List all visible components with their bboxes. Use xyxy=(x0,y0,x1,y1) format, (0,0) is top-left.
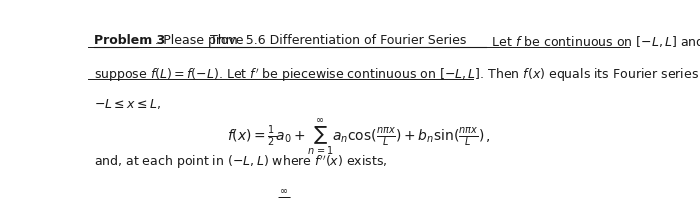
Text: $f'(x) = \sum_{n=1}^{\infty} \frac{n\pi}{L}\left(-a_n \sin(\frac{n\pi x}{L}) + b: $f'(x) = \sum_{n=1}^{\infty} \frac{n\pi}… xyxy=(226,188,491,198)
Text: and, at each point in $(-L, L)$ where $f''(x)$ exists,: and, at each point in $(-L, L)$ where $f… xyxy=(94,153,387,171)
Text: $-L \leq x \leq L,$: $-L \leq x \leq L,$ xyxy=(94,97,161,111)
Text: Problem 3: Problem 3 xyxy=(94,34,165,48)
Text: suppose $f(L) = f(-L)$. Let $f'$ be piecewise continuous on $[-L, L]$. Then $f(x: suppose $f(L) = f(-L)$. Let $f'$ be piec… xyxy=(94,67,700,84)
Text: $f(x) = \frac{1}{2}a_0 + \sum_{n=1}^{\infty} a_n \cos(\frac{n\pi x}{L}) + b_n \s: $f(x) = \frac{1}{2}a_0 + \sum_{n=1}^{\in… xyxy=(227,118,491,157)
Text: :Please prove: :Please prove xyxy=(159,34,248,48)
Text: . . .: . . . xyxy=(139,34,158,48)
Text: Let $f$ be continuous on $[-L, L]$ and: Let $f$ be continuous on $[-L, L]$ and xyxy=(488,34,700,50)
Text: Thm. 5.6 Differentiation of Fourier Series: Thm. 5.6 Differentiation of Fourier Seri… xyxy=(209,34,466,48)
